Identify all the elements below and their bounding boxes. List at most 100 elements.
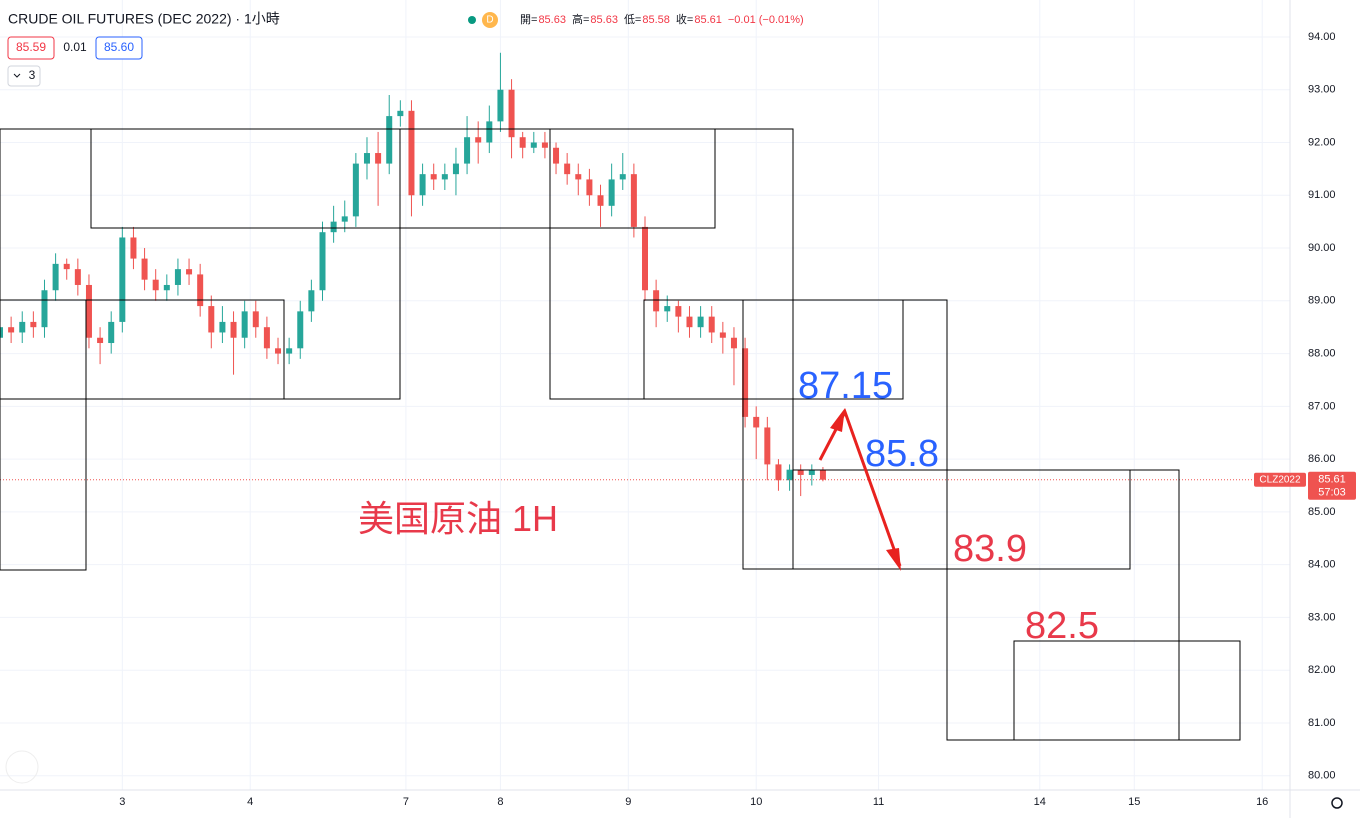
candle-body	[408, 110, 415, 196]
ask: 85.60	[104, 40, 134, 54]
candle-body	[653, 290, 660, 312]
y-tick-label: 92.00	[1308, 136, 1336, 148]
y-tick-label: 83.00	[1308, 611, 1336, 623]
candle-body	[174, 269, 181, 285]
candle-body	[553, 147, 560, 164]
candle-body	[197, 274, 204, 307]
candle-body	[475, 137, 482, 143]
candle-body	[619, 174, 626, 180]
candle-body	[397, 110, 404, 117]
countdown: 57:03	[1318, 487, 1346, 499]
candle-body	[30, 321, 37, 328]
title: CRUDE OIL FUTURES (DEC 2022) · 1小時	[8, 11, 280, 27]
ohlc-value: 85.63	[538, 14, 566, 26]
arrow	[818, 408, 902, 567]
candle-body	[74, 269, 81, 285]
candle-body	[230, 321, 237, 338]
candle-body	[108, 321, 115, 344]
candle-body	[297, 311, 304, 349]
candle-body	[797, 469, 804, 475]
x-tick-label: 9	[625, 796, 631, 808]
grid	[0, 0, 1290, 790]
candle-body	[586, 179, 593, 196]
candle-body	[597, 195, 604, 206]
settings[interactable]	[1331, 797, 1343, 809]
candle-body	[753, 416, 760, 428]
box	[1013, 640, 1241, 741]
x-tick-label: 4	[247, 796, 253, 808]
drawings	[0, 128, 1241, 741]
candle-body	[764, 427, 771, 465]
ohlc-label: 高=	[572, 12, 589, 26]
candle-body	[564, 163, 571, 175]
y-tick-label: 81.00	[1308, 717, 1336, 729]
candle-body	[130, 237, 137, 259]
candle-body	[730, 337, 737, 349]
candle-body	[508, 89, 515, 138]
annotation: 83.9	[953, 528, 1027, 570]
candle-body	[52, 263, 59, 291]
indicators-toggle[interactable]	[7, 65, 41, 87]
candle-body	[275, 348, 282, 354]
candle-body	[375, 153, 382, 164]
change: −0.01 (−0.01%)	[728, 14, 804, 26]
candle-body	[341, 216, 348, 222]
badge[interactable]	[482, 12, 498, 28]
candle-body	[452, 163, 459, 175]
chevron	[13, 73, 21, 78]
candle-body	[742, 348, 749, 417]
x-tick-label: 11	[873, 796, 884, 808]
candle-body	[119, 237, 126, 322]
symbol-tag	[1254, 472, 1306, 487]
status-dot	[468, 16, 476, 24]
arrow-head	[886, 548, 901, 571]
y-tick-label: 80.00	[1308, 770, 1336, 782]
annotation: 87.15	[798, 365, 893, 407]
y-tick-label: 90.00	[1308, 242, 1336, 254]
y-tick-label: 91.00	[1308, 189, 1336, 201]
candle-body	[85, 284, 92, 338]
ohlc-value: 85.63	[590, 14, 618, 26]
annotation: 82.5	[1025, 605, 1099, 647]
x-tick-label: 15	[1128, 796, 1140, 808]
ohlc-value: 85.61	[694, 14, 722, 26]
candle-body	[286, 348, 293, 354]
arrow-head	[830, 408, 845, 432]
y-tick-label: 84.00	[1308, 559, 1336, 571]
candle-body	[630, 174, 637, 227]
candle-body	[352, 163, 359, 217]
candle-body	[241, 311, 248, 338]
candle-body	[41, 290, 48, 328]
box	[0, 299, 87, 571]
candle-body	[541, 142, 548, 148]
x-tick-label: 8	[497, 796, 503, 808]
candle-body	[97, 337, 104, 344]
candle-body	[141, 258, 148, 280]
candle-body	[719, 332, 726, 338]
annotation: 85.8	[865, 433, 939, 475]
candle-body	[386, 116, 393, 164]
candle-body	[252, 311, 259, 328]
candle-body	[152, 279, 159, 291]
candles	[0, 52, 1290, 497]
bid-button[interactable]	[7, 36, 55, 60]
candle-body	[575, 174, 582, 180]
candle-body	[819, 469, 826, 480]
y-tick-label: 88.00	[1308, 347, 1336, 359]
candle-body	[675, 306, 682, 317]
ohlc-label: 收=	[676, 12, 693, 26]
x-tick-label: 14	[1034, 796, 1046, 808]
ohlc-value: 85.58	[642, 14, 670, 26]
ask-button[interactable]	[95, 36, 143, 60]
bid: 85.59	[16, 40, 46, 54]
x-tick-label: 3	[119, 796, 125, 808]
candle-body	[363, 153, 370, 164]
ohlc-label: 開=	[520, 13, 537, 26]
x-tick-label: 16	[1256, 796, 1268, 808]
ohlc: 開= 85.63 高= 85.63 低= 85.58 收= 85.61 −0.01 (−0.01…	[520, 12, 804, 26]
candle-body	[642, 226, 648, 291]
candle-body	[697, 316, 704, 328]
candle-body	[775, 464, 782, 481]
price-tag	[1308, 471, 1356, 500]
